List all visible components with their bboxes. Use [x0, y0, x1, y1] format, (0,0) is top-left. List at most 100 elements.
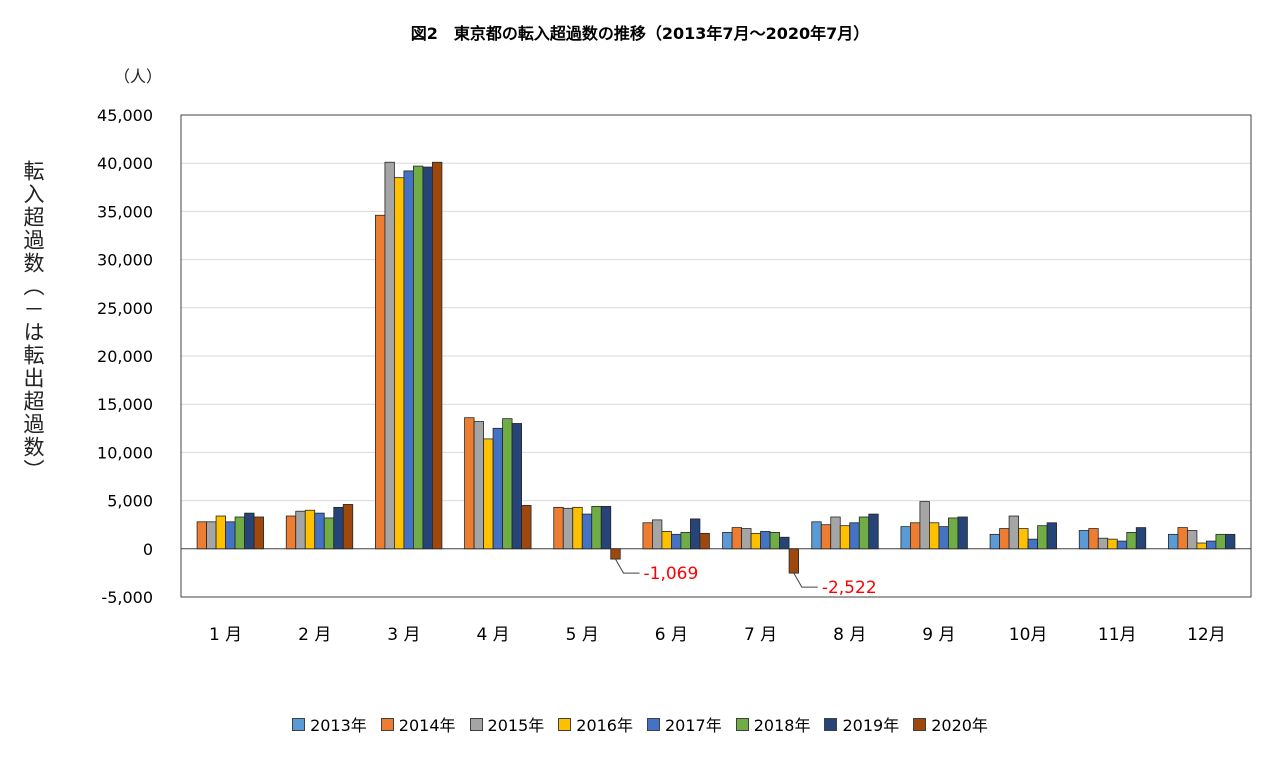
bar	[1177, 527, 1188, 550]
bar	[731, 527, 742, 550]
bar	[600, 505, 612, 550]
bar	[253, 516, 264, 550]
y-tick-label: 0	[143, 540, 153, 559]
legend-label: 2013年	[310, 716, 367, 735]
bar	[1126, 532, 1137, 550]
x-tick-label: 2 月	[298, 625, 331, 645]
y-axis-label: 転入超過数（－は転出超過数）	[21, 160, 45, 482]
bar	[591, 505, 602, 550]
bar	[314, 512, 325, 550]
legend-item: 2018年	[735, 712, 810, 736]
bar	[999, 528, 1010, 550]
bar	[323, 517, 335, 550]
legend-label: 2020年	[931, 716, 988, 735]
bar	[422, 166, 433, 550]
bar	[1206, 540, 1217, 550]
y-tick-label: 10,000	[97, 443, 153, 462]
annotations: -1,069 -2,522	[615, 558, 877, 598]
bar	[750, 532, 761, 550]
bar	[760, 531, 771, 550]
x-tick-label: 8 月	[833, 625, 866, 645]
x-tick-label: 12月	[1187, 625, 1226, 645]
x-tick-label: 3 月	[387, 625, 420, 645]
x-tick-label: 1 月	[209, 625, 242, 645]
bar	[234, 516, 245, 550]
bar	[285, 515, 297, 550]
bar	[581, 513, 593, 550]
bar	[1078, 530, 1090, 550]
legend-item: 2015年	[469, 712, 545, 736]
bar	[342, 504, 354, 550]
bar	[225, 521, 236, 550]
legend-label: 2017年	[665, 716, 722, 735]
bar	[722, 532, 733, 550]
bar	[858, 516, 870, 550]
bar	[1215, 533, 1226, 550]
bar	[483, 438, 494, 550]
bar	[244, 512, 255, 550]
bar	[511, 423, 522, 550]
bar	[492, 427, 503, 550]
bar	[1135, 527, 1147, 550]
bar	[1168, 533, 1179, 550]
bar	[830, 516, 841, 550]
x-tick-label: 6 月	[655, 625, 688, 645]
annotation-label: -2,522	[822, 578, 877, 598]
axes: -5,000 0 5,000 10,000 15,000 20,000 25,000 30,0…	[97, 67, 1252, 645]
bar	[1225, 533, 1236, 550]
y-tick-label: 15,000	[97, 395, 153, 414]
bar	[642, 522, 653, 550]
bar	[849, 522, 860, 550]
bar	[1097, 537, 1109, 550]
x-tick-label: 5 月	[566, 625, 599, 645]
legend-swatch	[735, 717, 749, 731]
bar	[699, 532, 710, 550]
y-tick-label: -5,000	[101, 588, 153, 607]
bar	[304, 509, 316, 550]
bar	[868, 513, 879, 550]
bar	[403, 170, 414, 550]
chart-title: 図2 東京都の転入超過数の推移（2013年7月〜2020年7月）	[410, 24, 870, 43]
plot-frame	[180, 114, 1252, 598]
bar	[1018, 528, 1029, 550]
gridlines	[181, 162, 1251, 550]
bar	[1088, 528, 1099, 550]
x-tick-label: 11月	[1098, 625, 1137, 645]
bar	[938, 526, 949, 550]
bar	[948, 517, 959, 550]
bar	[413, 165, 424, 550]
bar	[741, 528, 752, 550]
bar	[610, 548, 621, 560]
annotation-label: -1,069	[644, 564, 699, 584]
bar	[779, 536, 790, 550]
legend-label: 2019年	[842, 716, 900, 735]
legend-label: 2015年	[487, 716, 545, 735]
bar	[839, 525, 851, 550]
bar	[333, 506, 344, 550]
y-tick-label: 35,000	[97, 202, 153, 221]
bar	[989, 533, 1000, 550]
y-tick-label: 5,000	[107, 492, 153, 511]
bar	[215, 515, 226, 550]
y-tick-label: 20,000	[97, 347, 153, 366]
bar	[957, 516, 968, 550]
legend-item: 2013年	[292, 712, 367, 736]
bar	[671, 533, 682, 550]
legend-swatch	[913, 717, 927, 731]
bar	[384, 161, 395, 550]
y-tick-label: 25,000	[97, 299, 153, 318]
legend-item: 2016年	[558, 712, 633, 736]
legend-swatch	[469, 717, 483, 731]
bar	[1187, 530, 1198, 550]
bar	[652, 519, 663, 550]
y-tick-label: 40,000	[97, 154, 153, 173]
y-tick-label: 30,000	[97, 251, 153, 270]
legend: 2013年 2014年 2015年 2016年 2017年 2018年 2019年 2020年	[0, 712, 1280, 736]
bar	[432, 161, 443, 550]
annotation-leader	[615, 558, 640, 574]
bar	[1008, 515, 1019, 550]
bar	[769, 532, 780, 550]
bar	[473, 421, 484, 550]
legend-swatch	[558, 717, 572, 731]
